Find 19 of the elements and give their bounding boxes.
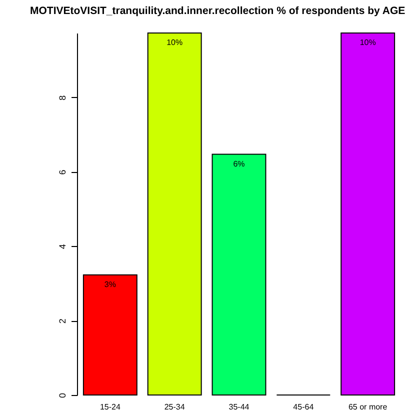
data-label: 3%	[104, 280, 116, 289]
x-tick-label: 25-34	[164, 402, 186, 412]
x-tick-label: 45-64	[293, 402, 314, 412]
x-tick-label: 35-44	[228, 402, 250, 412]
bar	[340, 32, 396, 396]
bar	[212, 154, 266, 396]
y-tick-label: 8	[58, 95, 68, 100]
data-label: 6%	[233, 159, 245, 168]
x-tick-label: 15-24	[100, 402, 121, 412]
chart-title: MOTIVEtoVISIT_tranquility.and.inner.recollection % of respondents by AGE	[30, 5, 405, 17]
y-tick-label: 2	[58, 318, 68, 324]
x-tick-label: 65 or more	[348, 402, 388, 412]
data-label: 10%	[166, 38, 183, 47]
bar	[147, 32, 202, 396]
bar	[82, 274, 138, 396]
y-tick-label: 0	[58, 392, 68, 398]
y-tick-label: 6	[58, 170, 68, 175]
y-tick-label: 4	[58, 244, 68, 250]
data-label: 10%	[360, 38, 376, 47]
